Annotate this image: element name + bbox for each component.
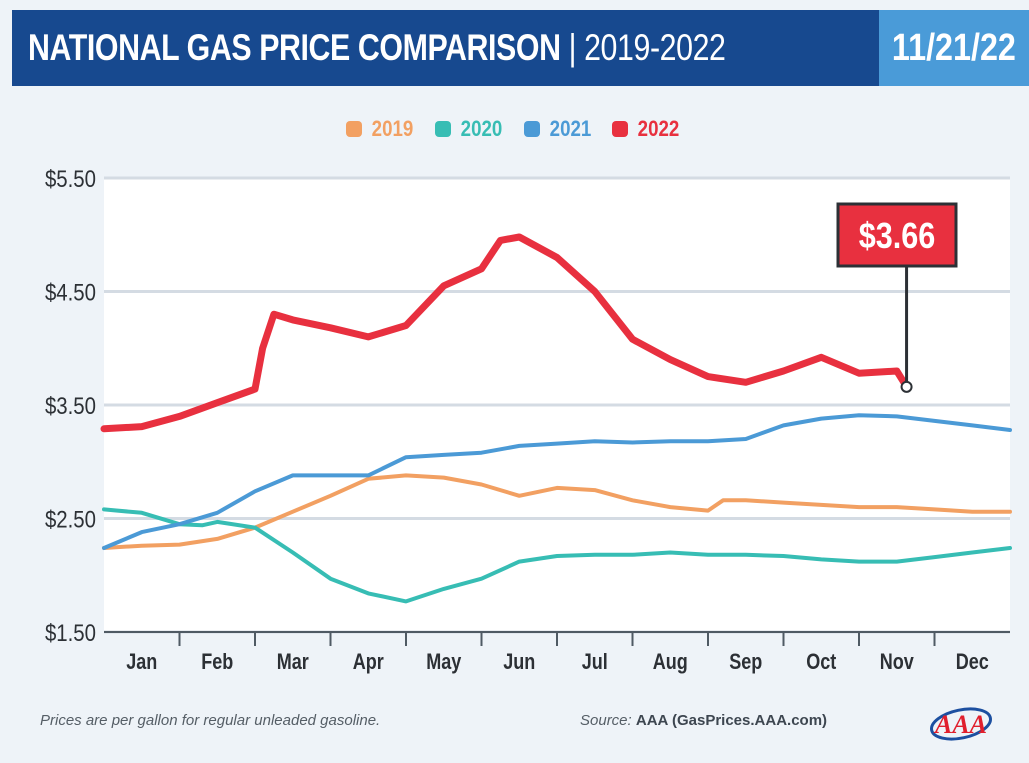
- legend-swatch: [523, 121, 540, 137]
- legend-label: 2022: [638, 116, 680, 141]
- legend-swatch: [612, 121, 629, 137]
- chart-legend: 2019 2020 2021 2022: [0, 116, 1029, 142]
- source-prefix: Source:: [580, 712, 636, 729]
- x-tick-label: Sep: [729, 650, 762, 674]
- footnote: Prices are per gallon for regular unlead…: [40, 712, 381, 729]
- x-tick-label: Dec: [956, 650, 989, 674]
- x-tick-label: Jan: [126, 650, 157, 674]
- x-tick-label: Aug: [653, 650, 688, 674]
- legend-item-2019: 2019: [345, 116, 417, 142]
- legend-item-2022: 2022: [612, 116, 683, 142]
- line-chart: $5.50 $4.50 $3.50 $2.50 $1.50 Jan Feb Mar Apr May…: [45, 165, 1012, 674]
- source-credit: Source: AAA (GasPrices.AAA.com): [580, 712, 827, 729]
- legend-item-2021: 2021: [523, 116, 595, 142]
- x-tick-label: Oct: [806, 650, 836, 674]
- x-tick-label: Jun: [503, 650, 535, 674]
- aaa-logo-icon: AAA: [930, 707, 992, 741]
- series-line-2021: [102, 413, 1012, 550]
- chart-title: NATIONAL GAS PRICE COMPARISON | 2019-202…: [12, 10, 879, 86]
- callout-marker: [900, 380, 913, 393]
- svg-text:AAA: AAA: [933, 710, 987, 739]
- header-banner: NATIONAL GAS PRICE COMPARISON | 2019-202…: [12, 10, 1029, 86]
- source-name: AAA (GasPrices.AAA.com): [635, 712, 828, 729]
- title-separator: |: [560, 27, 585, 68]
- x-tick-label: Jul: [582, 650, 608, 674]
- header-date: 11/21/22: [878, 10, 1029, 86]
- legend-label: 2021: [549, 116, 591, 141]
- legend-swatch: [434, 121, 451, 137]
- y-tick-label: $4.50: [45, 279, 96, 306]
- y-tick-label: $5.50: [45, 165, 96, 192]
- y-tick-label: $2.50: [45, 506, 96, 533]
- series-line-2022: [100, 233, 911, 433]
- date-text: 11/21/22: [891, 26, 1016, 69]
- title-range: 2019-2022: [584, 27, 726, 68]
- series-line-2020: [102, 507, 1012, 604]
- series-line-2019: [102, 473, 1012, 550]
- callout-label: $3.66: [859, 217, 936, 257]
- callout-box: [836, 202, 958, 268]
- x-tick-label: Nov: [880, 650, 915, 674]
- legend-swatch: [345, 121, 362, 137]
- y-tick-label: $1.50: [45, 619, 96, 646]
- legend-item-2020: 2020: [434, 116, 506, 142]
- x-tick-label: Apr: [353, 650, 384, 674]
- x-tick-label: Mar: [277, 650, 309, 674]
- x-tick-label: May: [426, 650, 462, 674]
- y-tick-label: $3.50: [45, 392, 96, 419]
- legend-label: 2020: [460, 116, 502, 141]
- x-tick-label: Feb: [201, 650, 233, 674]
- title-main: NATIONAL GAS PRICE COMPARISON: [28, 27, 561, 68]
- legend-label: 2019: [371, 116, 413, 141]
